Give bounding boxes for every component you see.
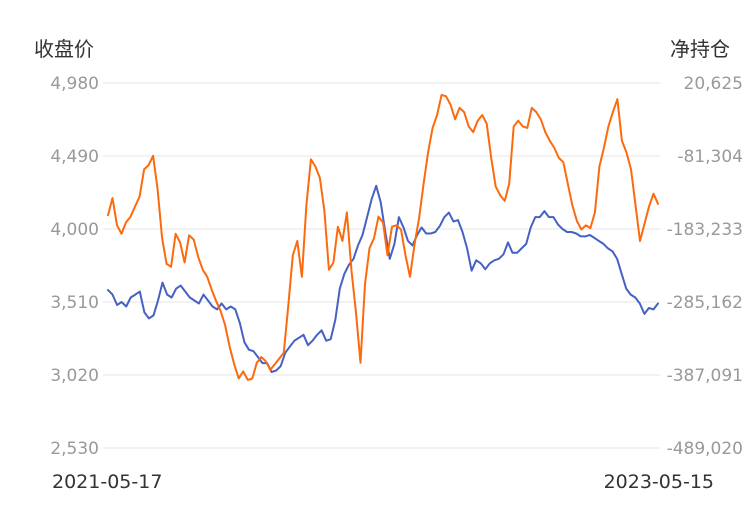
x-start-date-label: 2021-05-17 — [52, 471, 162, 493]
left-tick-label: 3,510 — [50, 293, 99, 313]
left-tick-label: 4,980 — [50, 74, 99, 94]
left-tick-label: 4,490 — [50, 147, 99, 167]
net-position-series-line — [107, 93, 659, 381]
right-tick-label: -183,233 — [667, 220, 743, 240]
right-tick-label: -489,020 — [667, 439, 743, 459]
right-tick-label: -81,304 — [677, 147, 743, 167]
left-axis-title: 收盘价 — [34, 37, 94, 61]
right-tick-label: -285,162 — [667, 293, 743, 313]
left-tick-label: 2,530 — [50, 439, 99, 459]
close-price-series-line — [107, 184, 659, 373]
right-tick-label: 20,625 — [684, 74, 743, 94]
grid-lines — [103, 82, 660, 449]
series-lines — [107, 93, 659, 381]
x-end-date-label: 2023-05-15 — [604, 471, 714, 493]
right-axis-ticks: 20,625 -81,304 -183,233 -285,162 -387,091 -48… — [667, 74, 743, 459]
right-axis-title: 净持仓 — [670, 37, 730, 61]
left-tick-label: 3,020 — [50, 366, 99, 386]
left-axis-ticks: 4,980 4,490 4,000 3,510 3,020 2,530 — [50, 74, 99, 459]
left-tick-label: 4,000 — [50, 220, 99, 240]
right-tick-label: -387,091 — [667, 366, 743, 386]
